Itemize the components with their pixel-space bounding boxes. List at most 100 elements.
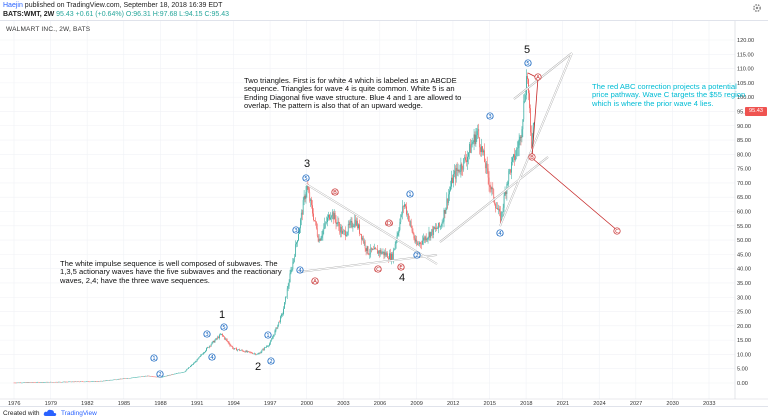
candle-body: [181, 372, 183, 373]
author-link[interactable]: Haejin: [3, 2, 23, 9]
candle-body: [453, 170, 455, 175]
candle-body: [438, 222, 440, 227]
candle-body: [445, 208, 447, 214]
candle-body: [36, 382, 37, 383]
candle-body: [127, 378, 128, 379]
candle-body: [201, 354, 203, 355]
price-tick-label: 100.00: [737, 95, 754, 101]
candle-body: [448, 194, 450, 203]
candle-body: [301, 212, 303, 215]
candle-body: [135, 377, 137, 378]
candle-body: [376, 248, 377, 250]
candle-body: [361, 237, 363, 240]
price-tick-label: 5.00: [737, 367, 748, 373]
candle-body: [402, 206, 404, 215]
candle-body: [350, 221, 352, 223]
price-tick-label: 60.00: [737, 210, 751, 216]
candle-body: [54, 381, 56, 383]
candle-body: [113, 379, 114, 381]
candle-body: [323, 227, 325, 231]
candle-body: [197, 358, 199, 360]
candle-body: [302, 200, 304, 215]
price-tick-label: 15.00: [737, 338, 751, 344]
candle-body: [51, 381, 52, 383]
candle-body: [356, 220, 358, 226]
price-tick-label: 10.00: [737, 352, 751, 358]
blue-wave-label: (5): [302, 176, 310, 182]
candle-body: [261, 350, 263, 353]
candle-body: [465, 157, 466, 161]
candle-body: [337, 221, 339, 223]
chart-pane[interactable]: (1) (2) (3) (4) (5) (1) (2) (3) (4) (5) (1) (2) (3) (…: [0, 20, 768, 407]
candle-body: [382, 251, 384, 253]
candle-body: [194, 361, 196, 363]
wedge-upper-trendline: [499, 52, 573, 227]
candle-body: [62, 381, 64, 383]
candle-body: [44, 382, 46, 383]
candle-body: [526, 76, 527, 96]
tradingview-link[interactable]: TradingView: [61, 410, 97, 417]
candle-body: [177, 372, 179, 374]
candle-body: [25, 382, 27, 383]
candle-body: [256, 353, 258, 355]
red-wave-label-marker: [331, 188, 339, 196]
candle-body: [245, 350, 247, 353]
price-chart[interactable]: (1) (2) (3) (4) (5) (1) (2) (3) (4) (5) (1) (2) (3) (…: [0, 21, 768, 407]
candle-body: [276, 327, 278, 329]
candle-body: [134, 377, 136, 378]
candle-body: [397, 232, 399, 236]
tradingview-logo-icon: [43, 409, 57, 417]
candle-body: [123, 378, 125, 379]
candle-body: [516, 148, 518, 150]
candle-body: [145, 375, 146, 377]
candle-body: [321, 235, 323, 238]
time-tick-label: 2030: [666, 401, 678, 407]
candle-body: [70, 381, 72, 383]
candle-body: [324, 223, 326, 228]
candle-body: [85, 381, 87, 382]
candle-body: [457, 169, 459, 171]
candle-body: [55, 381, 57, 383]
candle-body: [528, 79, 529, 94]
candle-body: [418, 243, 419, 245]
candle-body: [492, 187, 494, 190]
candle-body: [59, 381, 61, 383]
candle-body: [480, 147, 481, 153]
candle-body: [40, 382, 42, 383]
candle-body: [236, 348, 237, 351]
candle-body: [149, 376, 151, 377]
candle-body: [23, 382, 24, 383]
candle-body: [118, 379, 120, 380]
candle-body: [273, 334, 275, 336]
candle-body: [214, 340, 216, 343]
candle-body: [264, 347, 266, 350]
candle-body: [300, 219, 301, 229]
candle-body: [485, 163, 487, 169]
candle-body: [412, 231, 414, 234]
candle-body: [303, 196, 305, 201]
candle-body: [106, 380, 108, 381]
candle-body: [484, 162, 486, 169]
gear-icon[interactable]: [751, 1, 763, 13]
candle-body: [174, 373, 175, 375]
candle-body: [440, 226, 442, 227]
candle-body: [206, 348, 207, 351]
candle-body: [362, 237, 364, 243]
candle-body: [403, 206, 404, 207]
candle-body: [489, 185, 491, 188]
candle-body: [254, 353, 256, 355]
candle-body: [513, 154, 514, 158]
candle-body: [405, 204, 406, 207]
candle-body: [230, 345, 232, 346]
blue-wave-label: (4): [496, 231, 504, 237]
candle-body: [142, 376, 143, 377]
candle-body: [16, 382, 18, 384]
candle-body: [215, 338, 217, 341]
candle-body: [61, 381, 63, 383]
candle-body: [67, 381, 68, 383]
candle-body: [520, 136, 522, 138]
candle-body: [474, 134, 476, 144]
candle-body: [494, 199, 496, 205]
candle-body: [216, 338, 218, 339]
candle-body: [493, 189, 495, 200]
